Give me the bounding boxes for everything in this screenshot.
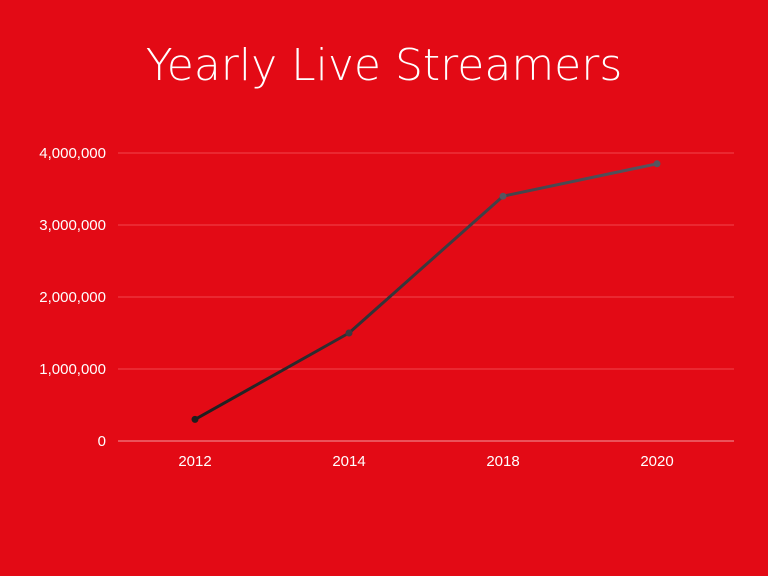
y-tick-label: 2,000,000 — [39, 289, 106, 306]
data-point — [191, 415, 199, 423]
y-tick-label: 4,000,000 — [39, 145, 106, 162]
data-point — [653, 160, 661, 168]
y-tick-label: 0 — [98, 433, 106, 450]
y-tick-label: 1,000,000 — [39, 361, 106, 378]
x-tick-label: 2014 — [332, 453, 365, 470]
x-tick-label: 2020 — [640, 453, 673, 470]
data-point — [345, 329, 353, 337]
y-tick-label: 3,000,000 — [39, 217, 106, 234]
x-tick-label: 2018 — [486, 453, 519, 470]
series-line — [194, 162, 658, 421]
data-point — [499, 192, 507, 200]
x-tick-label: 2012 — [178, 453, 211, 470]
chart-title: Yearly Live Streamers — [145, 40, 623, 91]
